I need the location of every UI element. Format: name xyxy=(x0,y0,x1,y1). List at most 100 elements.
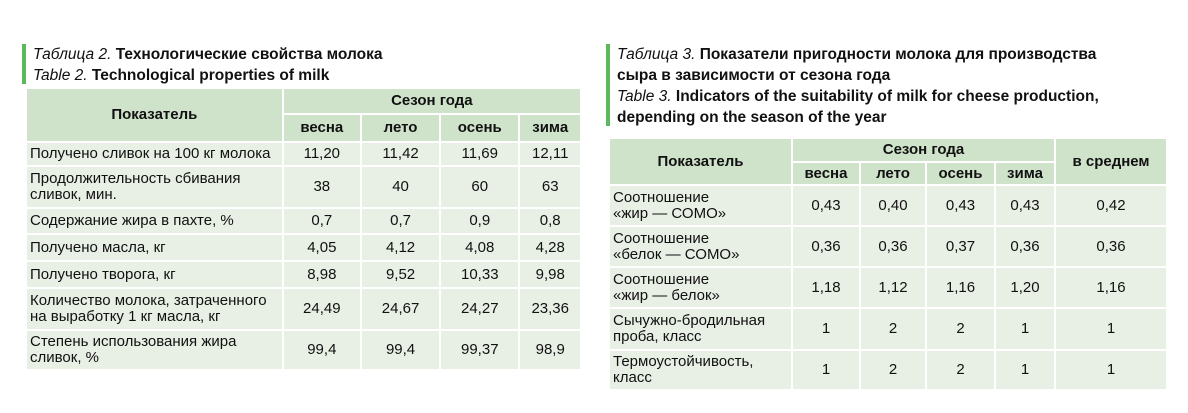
row-label: Соотношение «жир — СОМО» xyxy=(610,186,791,225)
caption-title: Показатели пригодности молока для произв… xyxy=(699,46,1097,63)
table2: Показатель Сезон года весна лето осень з… xyxy=(25,87,582,371)
cell-value: 98,9 xyxy=(520,331,580,369)
cell-average: 1 xyxy=(1056,351,1166,389)
row-label-line: Соотношение xyxy=(613,270,710,288)
cell-value: 0,7 xyxy=(361,209,440,233)
cell-value: 0,43 xyxy=(996,186,1054,225)
cell-value: 4,28 xyxy=(520,235,580,260)
caption-label: Таблица 3. xyxy=(617,46,696,63)
cell-value: 4,08 xyxy=(441,235,519,260)
cell-value: 11,42 xyxy=(361,143,440,165)
caption-title: Technological properties of milk xyxy=(91,67,330,84)
row-label: Содержание жира в пахте, % xyxy=(27,209,282,233)
table-row: Получено творога, кг 8,98 9,52 10,33 9,9… xyxy=(27,262,580,287)
header-season-autumn: осень xyxy=(927,163,994,184)
cell-value: 8,98 xyxy=(283,262,360,287)
cell-average: 1 xyxy=(1056,309,1166,349)
cell-value: 1 xyxy=(996,309,1054,349)
cell-value: 2 xyxy=(927,309,994,349)
caption-title-cont: сыра в зависимости от сезона года xyxy=(617,67,891,84)
caption-accent-bar xyxy=(22,44,26,84)
row-label-line: проба, класс xyxy=(613,328,702,345)
row-label-line: Соотношение xyxy=(613,188,710,206)
cell-value: 99,37 xyxy=(441,331,519,369)
cell-value: 40 xyxy=(361,167,440,207)
table3-caption: Таблица 3. Показатели пригодности молока… xyxy=(606,44,1168,128)
caption-label: Таблица 2. xyxy=(33,46,112,63)
row-label: Продолжительность сбивания сливок, мин. xyxy=(27,167,282,207)
table-header-row: Показатель Сезон года xyxy=(27,89,580,141)
cell-value: 10,33 xyxy=(441,262,519,287)
header-average: в среднем xyxy=(1056,139,1166,184)
row-label-line: «белок — СОМО» xyxy=(613,245,740,263)
cell-value: 0,36 xyxy=(793,227,859,266)
cell-value: 24,49 xyxy=(283,289,360,329)
cell-average: 0,36 xyxy=(1056,227,1166,266)
row-label: Количество молока, затраченного на выраб… xyxy=(27,289,282,329)
caption-title-cont: depending on the season of the year xyxy=(617,109,887,126)
row-label-line: Термоустойчивость, xyxy=(613,353,754,370)
row-label: Термоустойчивость, класс xyxy=(610,351,791,389)
cell-value: 23,36 xyxy=(520,289,580,329)
table-row: Соотношение «жир — белок» 1,18 1,12 1,16 … xyxy=(610,268,1166,307)
row-label-line: «жир — СОМО» xyxy=(613,204,727,222)
cell-value: 24,27 xyxy=(441,289,519,329)
row-label: Степень использования жира сливок, % xyxy=(27,331,282,369)
cell-value: 1 xyxy=(793,351,859,389)
table-row: Термоустойчивость, класс 1 2 2 1 1 xyxy=(610,351,1166,389)
cell-value: 4,05 xyxy=(283,235,360,260)
caption-label: Table 2. xyxy=(33,67,88,84)
table-row: Соотношение «белок — СОМО» 0,36 0,36 0,37… xyxy=(610,227,1166,266)
cell-value: 2 xyxy=(861,309,925,349)
table-row: Степень использования жира сливок, % 99,… xyxy=(27,331,580,369)
header-indicator: Показатель xyxy=(27,89,282,141)
caption-title: Indicators of the suitability of milk fo… xyxy=(675,88,1099,105)
cell-value: 1,12 xyxy=(861,268,925,307)
table-header-row: весна лето осень зима xyxy=(610,163,1166,184)
table-row: Продолжительность сбивания сливок, мин. … xyxy=(27,167,580,207)
header-indicator: Показатель xyxy=(610,139,791,184)
cell-value: 1 xyxy=(793,309,859,349)
cell-value: 1,20 xyxy=(996,268,1054,307)
cell-value: 12,11 xyxy=(520,143,580,165)
table-header-row: весна лето осень зима xyxy=(27,115,580,141)
cell-value: 11,69 xyxy=(441,143,519,165)
table2-panel: Таблица 2. Технологические свойства моло… xyxy=(22,0,582,371)
table2-caption: Таблица 2. Технологические свойства моло… xyxy=(22,44,582,86)
cell-value: 63 xyxy=(520,167,580,207)
cell-value: 9,98 xyxy=(520,262,580,287)
table-row: Количество молока, затраченного на выраб… xyxy=(27,289,580,329)
caption-label: Table 3. xyxy=(617,88,672,105)
row-label: Сычужно-бродильная проба, класс xyxy=(610,309,791,349)
cell-value: 0,7 xyxy=(283,209,360,233)
caption-accent-bar xyxy=(606,44,610,126)
table3-caption-en: Table 3. Indicators of the suitability o… xyxy=(617,86,1168,107)
cell-value: 99,4 xyxy=(361,331,440,369)
header-season: Сезон года xyxy=(793,139,1054,161)
table3-panel: Таблица 3. Показатели пригодности молока… xyxy=(606,0,1168,391)
cell-value: 0,40 xyxy=(861,186,925,225)
cell-value: 0,36 xyxy=(996,227,1054,266)
row-label: Соотношение «белок — СОМО» xyxy=(610,227,791,266)
cell-value: 1,16 xyxy=(927,268,994,307)
table-row: Сычужно-бродильная проба, класс 1 2 2 1 1 xyxy=(610,309,1166,349)
table3: Показатель Сезон года в среднем весна ле… xyxy=(608,137,1168,391)
header-season: Сезон года xyxy=(283,89,580,113)
table2-caption-ru: Таблица 2. Технологические свойства моло… xyxy=(33,44,582,65)
cell-value: 9,52 xyxy=(361,262,440,287)
row-label-line: «жир — белок» xyxy=(613,286,720,304)
row-label: Получено творога, кг xyxy=(27,262,282,287)
cell-value: 24,67 xyxy=(361,289,440,329)
cell-value: 0,8 xyxy=(520,209,580,233)
header-season-spring: весна xyxy=(283,115,360,141)
cell-value: 2 xyxy=(861,351,925,389)
table-header-row: Показатель Сезон года в среднем xyxy=(610,139,1166,184)
header-season-summer: лето xyxy=(361,115,440,141)
cell-value: 0,43 xyxy=(927,186,994,225)
cell-value: 0,43 xyxy=(793,186,859,225)
header-season-winter: зима xyxy=(520,115,580,141)
header-season-autumn: осень xyxy=(441,115,519,141)
header-season-spring: весна xyxy=(793,163,859,184)
table2-caption-en: Table 2. Technological properties of mil… xyxy=(33,65,582,86)
header-season-winter: зима xyxy=(996,163,1054,184)
